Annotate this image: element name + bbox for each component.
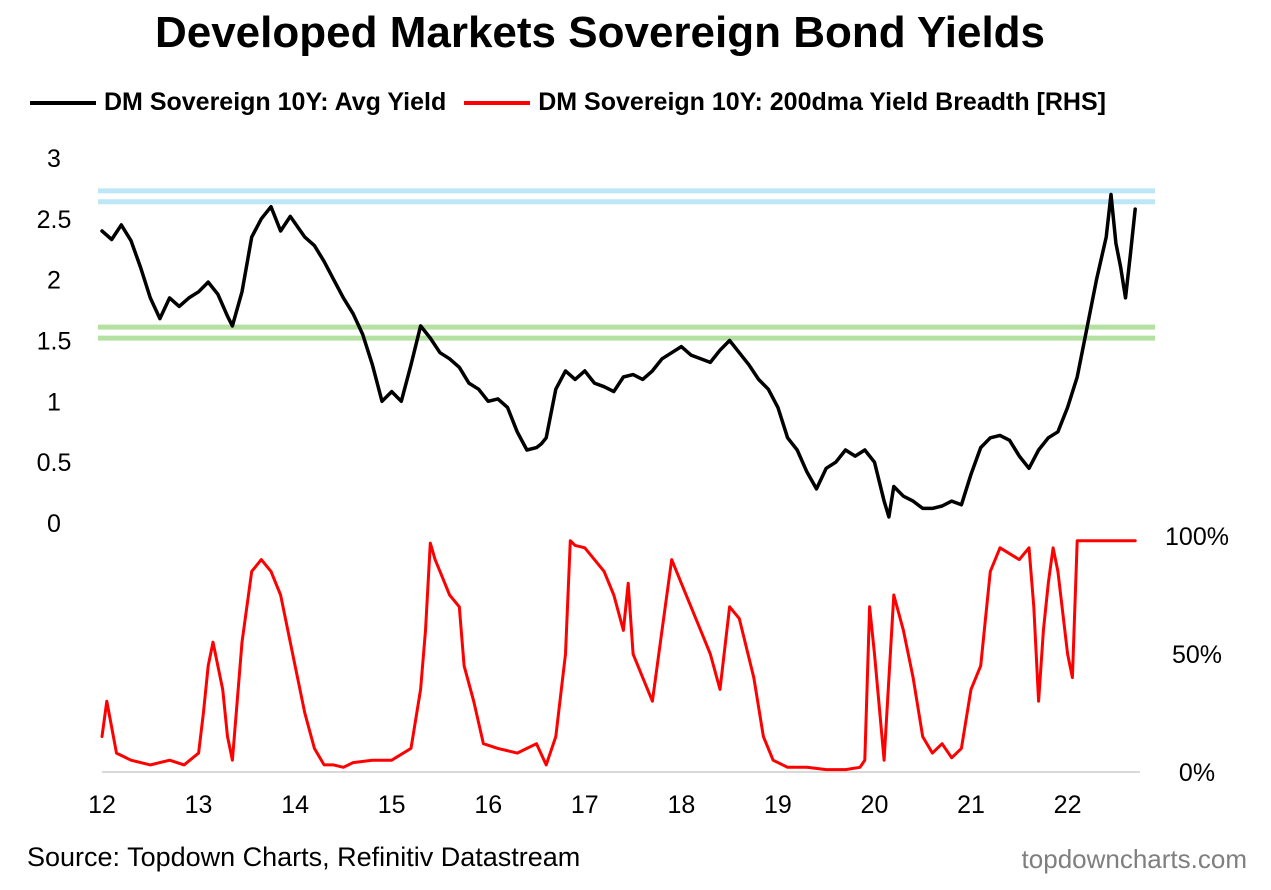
x-tick-label: 16 (474, 791, 502, 819)
x-tick-label: 17 (571, 791, 599, 819)
source-note: Source: Topdown Charts, Refinitiv Datast… (27, 842, 581, 872)
left-axis-tick-label: 1.5 (37, 328, 72, 356)
left-axis-tick-label: 2.5 (37, 206, 72, 234)
x-tick-label: 20 (861, 791, 889, 819)
left-axis-tick-label: 0 (47, 510, 61, 538)
right-axis-tick-label: 100% (1165, 523, 1229, 551)
legend: DM Sovereign 10Y: Avg Yield DM Sovereign… (30, 88, 1124, 117)
left-axis-tick-label: 0.5 (37, 449, 72, 477)
legend-label-avg-yield: DM Sovereign 10Y: Avg Yield (104, 88, 447, 116)
left-axis-tick-label: 3 (47, 145, 61, 173)
chart-title: Developed Markets Sovereign Bond Yields (154, 8, 1046, 57)
x-tick-label: 22 (1054, 791, 1082, 819)
x-tick-label: 12 (88, 791, 116, 819)
legend-swatch-breadth (464, 100, 531, 105)
left-axis-tick-label: 2 (47, 267, 61, 295)
x-tick-label: 13 (185, 791, 213, 819)
x-tick-label: 15 (378, 791, 406, 819)
watermark: topdowncharts.com (1021, 844, 1247, 874)
x-tick-label: 21 (957, 791, 985, 819)
right-axis-tick-label: 50% (1172, 641, 1222, 669)
left-axis-tick-label: 1 (47, 388, 61, 416)
legend-swatch-avg-yield (30, 100, 96, 105)
legend-item-avg-yield: DM Sovereign 10Y: Avg Yield (30, 88, 446, 117)
legend-item-breadth: DM Sovereign 10Y: 200dma Yield Breadth [… (464, 88, 1106, 117)
series-line-breadth (100, 539, 1137, 772)
x-tick-label: 19 (764, 791, 792, 819)
x-tick-label: 14 (281, 791, 309, 819)
x-tick-label: 18 (667, 791, 695, 819)
right-axis-tick-label: 0% (1179, 759, 1215, 787)
legend-label-breadth: DM Sovereign 10Y: 200dma Yield Breadth [… (538, 88, 1106, 116)
series-line-avg-yield (100, 192, 1137, 519)
